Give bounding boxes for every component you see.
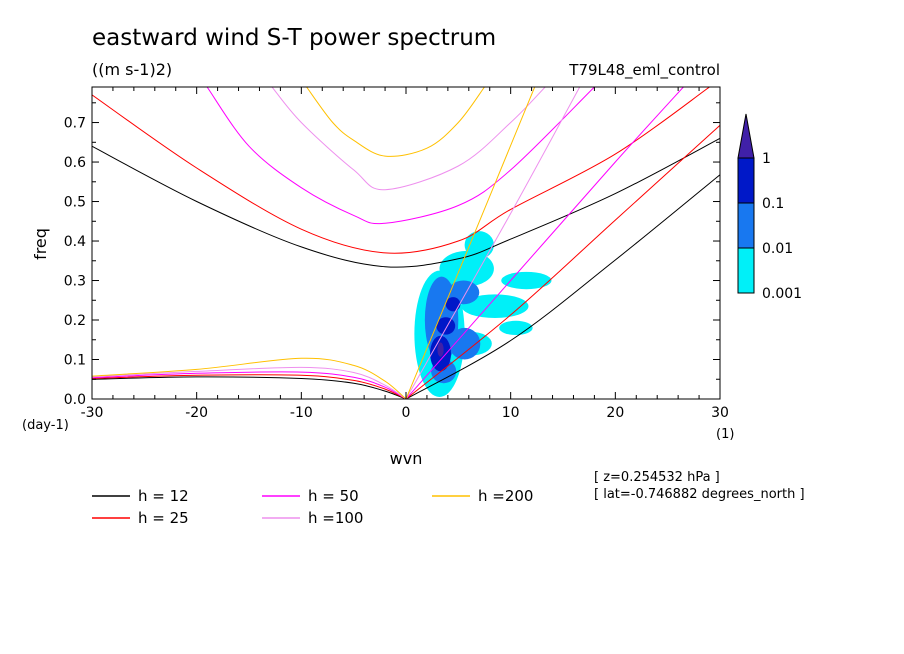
x-axis: -30 -20 -10 0 10 20 30 (81, 87, 729, 421)
colorbar-segment-2 (737, 202, 755, 249)
dispersion-curves (92, 87, 720, 399)
colorbar-segment-3 (737, 247, 755, 294)
colorbar-label-3: 0.001 (762, 286, 802, 302)
y-axis-unit: (day-1) (22, 418, 69, 433)
shading-cell-3 (501, 271, 552, 290)
y-tick-label-0: 0.0 (64, 392, 86, 408)
curve-kelvin-2 (405, 87, 684, 399)
y-axis-label: freq (31, 228, 50, 260)
x-tick-label-4: 10 (502, 405, 520, 421)
legend: h = 12 h = 25 h = 50 h =100 h =200 (92, 487, 533, 527)
curve-inertia-gravity-3 (271, 87, 546, 191)
x-tick-label-6: 30 (711, 405, 729, 421)
x-tick-label-2: -10 (290, 405, 313, 421)
curve-inertia-gravity-1 (92, 87, 710, 254)
x-tick-label-3: 0 (402, 405, 411, 421)
y-tick-label-7: 0.7 (64, 116, 86, 132)
colorbar-label-0: 1 (762, 151, 771, 167)
power-shading (414, 231, 552, 398)
shading-cell-9 (448, 327, 481, 360)
y-tick-label-1: 0.1 (64, 353, 86, 369)
curve-kelvin-1 (405, 124, 720, 399)
curve-rossby-0 (92, 376, 407, 399)
colorbar: 1 0.1 0.01 0.001 (737, 113, 802, 302)
info-latitude: [ lat=-0.746882 degrees_north ] (594, 487, 805, 502)
y-tick-label-3: 0.3 (64, 274, 86, 290)
y-tick-label-4: 0.4 (64, 234, 86, 250)
y-tick-label-2: 0.2 (64, 313, 86, 329)
info-level: [ z=0.254532 hPa ] (594, 470, 720, 485)
curve-rossby-3 (92, 366, 407, 399)
curve-kelvin-0 (405, 174, 720, 399)
legend-label-3: h =100 (308, 509, 363, 527)
legend-label-1: h = 25 (138, 509, 189, 527)
curve-inertia-gravity-2 (206, 87, 595, 225)
x-tick-label-1: -20 (185, 405, 208, 421)
chart-subtitle: ((m s-1)2) (92, 60, 172, 79)
legend-label-4: h =200 (478, 487, 533, 505)
colorbar-arrow (737, 113, 755, 159)
curve-rossby-2 (92, 371, 407, 399)
shading-cell-2 (461, 294, 529, 319)
shading-cell-4 (464, 231, 494, 259)
shading-cell-13 (445, 297, 461, 312)
curve-kelvin-3 (405, 87, 581, 399)
chart-title: eastward wind S-T power spectrum (92, 25, 496, 51)
shading-cell-5 (499, 320, 533, 336)
x-tick-label-0: -30 (81, 405, 104, 421)
curve-inertia-gravity-0 (92, 137, 720, 268)
y-axis: 0.0 0.1 0.2 0.3 0.4 0.5 0.6 0.7 (64, 102, 720, 408)
shading-cell-12 (436, 317, 456, 335)
y-tick-label-6: 0.6 (64, 155, 86, 171)
curve-kelvin-4 (405, 87, 536, 399)
colorbar-label-1: 0.1 (762, 196, 784, 212)
curve-rossby-4 (92, 357, 407, 399)
curve-inertia-gravity-4 (306, 87, 485, 157)
legend-label-2: h = 50 (308, 487, 359, 505)
y-tick-label-5: 0.5 (64, 195, 86, 211)
colorbar-label-2: 0.01 (762, 241, 793, 257)
plot-frame (91, 86, 721, 400)
x-axis-label: wvn (390, 449, 423, 468)
shading-cell-14 (437, 342, 444, 357)
x-axis-unit: (1) (716, 427, 734, 442)
x-tick-label-5: 20 (606, 405, 624, 421)
curve-rossby-1 (92, 374, 407, 399)
experiment-label: T79L48_eml_control (568, 61, 720, 80)
colorbar-segment-1 (737, 157, 755, 204)
legend-label-0: h = 12 (138, 487, 189, 505)
